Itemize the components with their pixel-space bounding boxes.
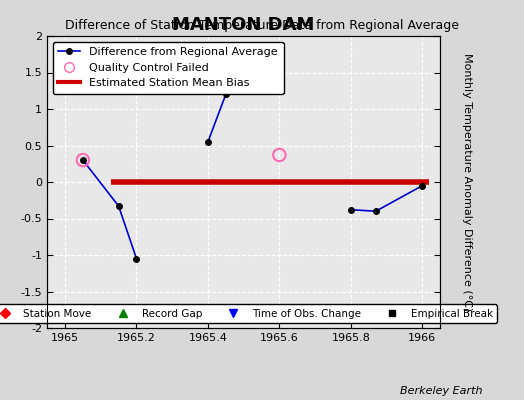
Text: Berkeley Earth: Berkeley Earth [400, 386, 482, 396]
Point [79, 157, 87, 163]
Title: MANTON DAM: MANTON DAM [172, 16, 315, 34]
Point [275, 152, 283, 158]
Text: Difference of Station Temperature Data from Regional Average: Difference of Station Temperature Data f… [65, 20, 459, 32]
Legend: Station Move, Record Gap, Time of Obs. Change, Empirical Break: Station Move, Record Gap, Time of Obs. C… [0, 304, 497, 323]
Y-axis label: Monthly Temperature Anomaly Difference (°C): Monthly Temperature Anomaly Difference (… [462, 53, 472, 311]
